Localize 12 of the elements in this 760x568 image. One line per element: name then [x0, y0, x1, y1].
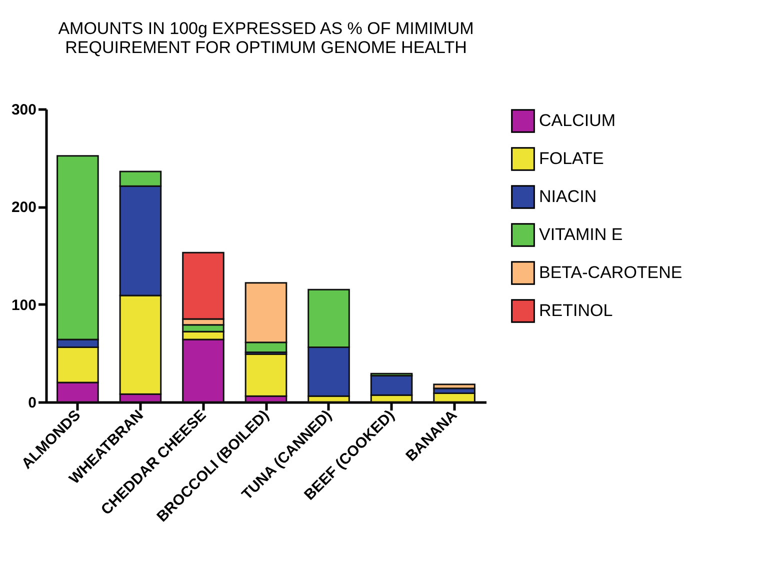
y-tick-label: 0: [28, 394, 36, 412]
legend-label: BETA-CAROTENE: [539, 263, 682, 282]
y-tick-label: 200: [11, 199, 36, 216]
y-tick-label: 300: [11, 102, 36, 118]
legend-label: VITAMIN E: [539, 225, 623, 244]
text: REQUIREMENT FOR OPTIMUM GENOME HEALTH: [65, 38, 467, 57]
text: AMOUNTS IN 100g EXPRESSED AS % OF MIMIMUM: [58, 19, 474, 38]
legend-label: CALCIUM: [539, 111, 616, 130]
legend-label: RETINOL: [539, 301, 613, 320]
legend-label: NIACIN: [539, 187, 597, 206]
legend-label: FOLATE: [539, 149, 604, 168]
y-tick-label: 100: [11, 296, 36, 314]
